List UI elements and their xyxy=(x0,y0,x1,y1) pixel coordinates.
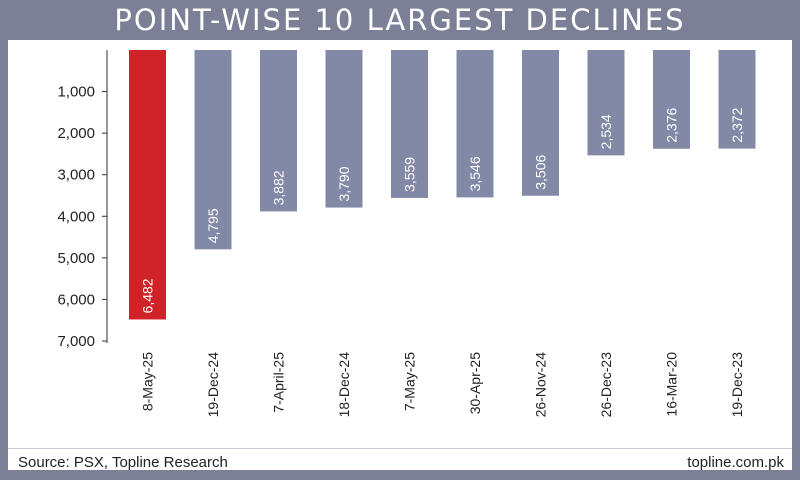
website-link: topline.com.pk xyxy=(687,454,784,471)
chart-title: POINT-WISE 10 LARGEST DECLINES xyxy=(114,3,686,37)
bar xyxy=(325,50,363,208)
bar xyxy=(522,50,559,196)
y-tick-label: 7,000 xyxy=(57,333,95,350)
x-tick-label: 30-Apr-25 xyxy=(467,352,483,414)
y-axis-ticks: 1,000 2,000 3,000 4,000 5,000 6,000 7,000 xyxy=(57,84,107,350)
bar xyxy=(194,50,232,250)
x-tick-label: 16-Mar-20 xyxy=(664,352,680,417)
y-tick-label: 5,000 xyxy=(57,250,95,267)
y-tick-label: 1,000 xyxy=(57,84,95,101)
bars-group xyxy=(129,50,756,320)
bar xyxy=(587,50,625,156)
x-tick-label: 18-Dec-24 xyxy=(336,352,352,418)
bar xyxy=(718,50,756,149)
x-tick-label: 26-Nov-24 xyxy=(533,352,549,418)
x-tick-label: 19-Dec-23 xyxy=(729,352,745,418)
y-tick-label: 6,000 xyxy=(57,291,95,308)
bar xyxy=(391,50,428,198)
data-label: 2,376 xyxy=(664,108,680,143)
x-tick-label: 26-Dec-23 xyxy=(598,352,614,418)
bar xyxy=(653,50,690,149)
x-tick-label: 19-Dec-24 xyxy=(205,352,221,418)
bar xyxy=(456,50,494,198)
y-tick-label: 2,000 xyxy=(57,125,95,142)
x-tick-label: 7-May-25 xyxy=(402,352,418,411)
data-label: 3,790 xyxy=(336,166,352,201)
y-tick-label: 3,000 xyxy=(57,167,95,184)
bar-chart: 1,000 2,000 3,000 4,000 5,000 6,000 7,000 6,48… xyxy=(57,50,756,418)
source-note: Source: PSX, Topline Research xyxy=(18,454,228,471)
data-label: 2,372 xyxy=(729,107,745,142)
data-label: 3,882 xyxy=(271,170,287,205)
data-label: 2,534 xyxy=(598,114,614,149)
title-bar: POINT-WISE 10 LARGEST DECLINES xyxy=(0,0,800,40)
bar xyxy=(260,50,297,212)
x-tick-label: 7-April-25 xyxy=(271,352,287,413)
data-labels-group: 6,482 4,795 3,882 3,790 3,559 3,546 3,506 2,534… xyxy=(140,107,746,313)
data-label: 4,795 xyxy=(205,208,221,243)
x-axis-ticks: 8-May-25 19-Dec-24 7-April-25 18-Dec-24 7-Ma… xyxy=(140,352,746,418)
footer: Source: PSX, Topline Research topline.co… xyxy=(8,448,792,471)
bar xyxy=(129,50,166,320)
data-label: 3,506 xyxy=(533,155,549,190)
y-tick-label: 4,000 xyxy=(57,208,95,225)
data-label: 3,559 xyxy=(402,157,418,192)
x-tick-label: 8-May-25 xyxy=(140,352,156,411)
data-label: 3,546 xyxy=(467,156,483,191)
data-label: 6,482 xyxy=(140,278,156,313)
